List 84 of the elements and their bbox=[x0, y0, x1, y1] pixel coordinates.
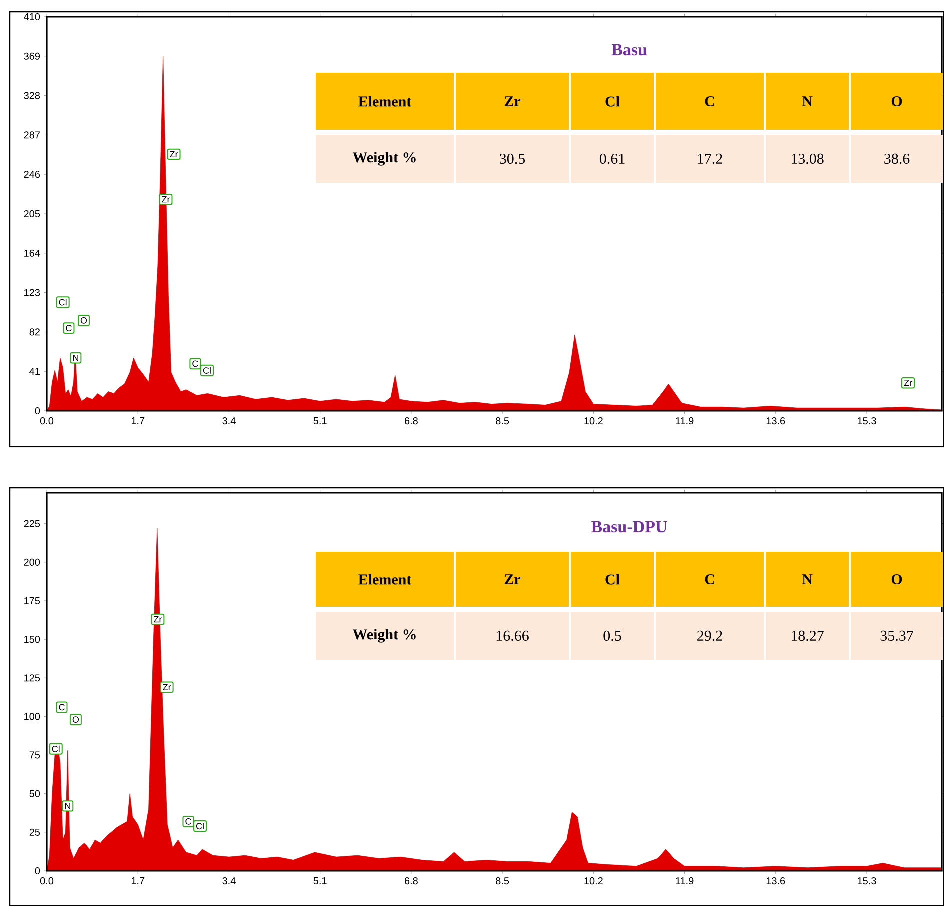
category-label: O bbox=[892, 96, 902, 107]
annotation: Zr bbox=[904, 380, 912, 386]
annotation: Cl bbox=[203, 367, 211, 374]
x-tick-label: 8.5 bbox=[496, 878, 510, 885]
annotation: C bbox=[59, 704, 65, 711]
y-tick-label: 328 bbox=[24, 92, 40, 100]
y-tick-label: 410 bbox=[24, 13, 40, 21]
annotation: C bbox=[186, 818, 192, 825]
y-tick-label: 205 bbox=[24, 210, 40, 218]
y-tick-label: 175 bbox=[24, 598, 40, 604]
x-tick-label: 5.1 bbox=[314, 878, 327, 885]
annotation: C bbox=[66, 325, 72, 332]
y-tick-label: 369 bbox=[24, 52, 40, 60]
y-tick-label: 150 bbox=[24, 636, 40, 644]
text: Weight % bbox=[352, 152, 416, 166]
x-tick-label: 15.3 bbox=[858, 878, 876, 885]
category-label: Cl bbox=[606, 574, 620, 585]
y-tick-label: 246 bbox=[24, 171, 40, 178]
text: Basu bbox=[612, 44, 648, 56]
y-tick-label: 125 bbox=[24, 674, 40, 682]
x-tick-label: 1.7 bbox=[132, 418, 145, 424]
annotation: N bbox=[65, 803, 70, 810]
y-tick-label: 50 bbox=[30, 790, 40, 798]
y-tick-label: 0 bbox=[35, 407, 40, 415]
data-label: 30.5 bbox=[500, 154, 526, 164]
data-label: 13.08 bbox=[792, 154, 824, 164]
y-tick-label: 287 bbox=[24, 132, 40, 139]
annotation: Zr bbox=[154, 616, 162, 623]
data-label: 29.2 bbox=[698, 630, 722, 642]
x-tick-label: 5.1 bbox=[314, 418, 327, 425]
y-tick-label: 0 bbox=[35, 867, 40, 875]
annotation: Cl bbox=[196, 822, 204, 830]
annotation: Cl bbox=[52, 746, 60, 752]
annotation: O bbox=[72, 716, 80, 723]
category-label: Zr bbox=[504, 96, 521, 106]
x-tick-label: 13.6 bbox=[766, 418, 786, 425]
annotation: O bbox=[80, 317, 88, 324]
x-tick-label: 3.4 bbox=[222, 878, 236, 885]
category-label: Zr bbox=[504, 574, 521, 584]
text: Weight % bbox=[352, 629, 416, 643]
x-tick-label: 15.3 bbox=[858, 418, 876, 425]
annotation: Zr bbox=[170, 151, 178, 158]
y-tick-label: 82 bbox=[30, 328, 40, 336]
x-tick-label: 0.0 bbox=[40, 418, 54, 425]
data-label: 17.2 bbox=[698, 154, 722, 164]
x-tick-label: 13.6 bbox=[766, 878, 786, 885]
x-tick-label: 3.4 bbox=[222, 418, 236, 425]
y-tick-label: 25 bbox=[30, 828, 40, 836]
y-tick-label: 225 bbox=[24, 520, 40, 528]
y-tick-label: 75 bbox=[30, 752, 40, 759]
x-tick-label: 10.2 bbox=[584, 878, 603, 885]
annotation: C bbox=[192, 360, 198, 368]
annotation: Zr bbox=[163, 684, 172, 690]
text: Basu-DPU bbox=[592, 521, 668, 533]
y-tick-label: 123 bbox=[24, 289, 40, 296]
category-label: C bbox=[705, 96, 714, 107]
text: Element bbox=[358, 96, 412, 107]
category-label: C bbox=[705, 574, 714, 585]
data-label: 0.61 bbox=[600, 154, 625, 164]
data-label: 0.5 bbox=[604, 630, 622, 642]
x-tick-label: 1.7 bbox=[132, 878, 145, 884]
data-label: 35.37 bbox=[880, 630, 914, 642]
y-tick-label: 100 bbox=[24, 713, 40, 720]
category-label: O bbox=[892, 574, 902, 585]
annotation: Cl bbox=[59, 299, 67, 306]
y-tick-label: 200 bbox=[24, 558, 40, 566]
y-tick-label: 164 bbox=[24, 250, 40, 257]
annotation: Zr bbox=[162, 196, 170, 203]
x-tick-label: 11.9 bbox=[676, 418, 694, 425]
x-tick-label: 6.8 bbox=[404, 418, 418, 425]
text: Element bbox=[358, 574, 412, 585]
data-label: 38.6 bbox=[884, 154, 910, 164]
y-tick-label: 41 bbox=[30, 368, 40, 376]
category-label: N bbox=[802, 574, 813, 584]
x-tick-label: 11.9 bbox=[676, 878, 694, 885]
annotation: N bbox=[73, 355, 78, 362]
x-tick-label: 0.0 bbox=[40, 878, 54, 885]
data-label: 18.27 bbox=[792, 630, 824, 642]
data-label: 16.66 bbox=[496, 630, 529, 642]
x-tick-label: 8.5 bbox=[496, 418, 510, 425]
category-label: N bbox=[802, 96, 813, 106]
x-tick-label: 6.8 bbox=[404, 878, 418, 885]
x-tick-label: 10.2 bbox=[584, 418, 603, 425]
category-label: Cl bbox=[606, 96, 620, 107]
